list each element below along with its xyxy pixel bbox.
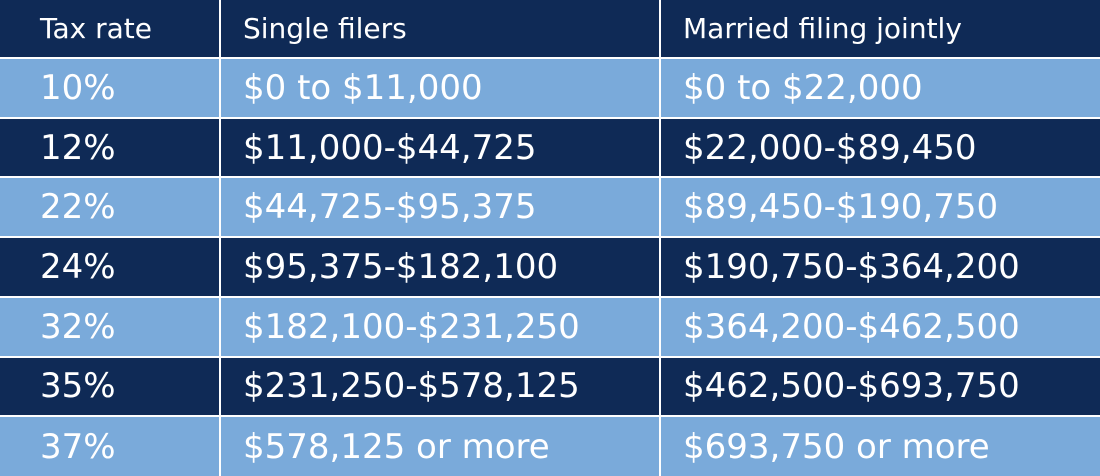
table-row: 12% $11,000-$44,725 $22,000-$89,450 <box>0 116 1100 178</box>
cell-married-jointly: $462,500-$693,750 <box>659 355 1100 417</box>
header-tax-rate: Tax rate <box>0 0 220 58</box>
cell-tax-rate: 10% <box>0 57 220 118</box>
cell-single-filers: $231,250-$578,125 <box>219 355 660 417</box>
table-row: 22% $44,725-$95,375 $89,450-$190,750 <box>0 176 1100 238</box>
cell-single-filers: $95,375-$182,100 <box>219 236 660 297</box>
cell-married-jointly: $22,000-$89,450 <box>659 116 1100 178</box>
cell-married-jointly: $89,450-$190,750 <box>659 176 1100 238</box>
cell-tax-rate: 35% <box>0 355 220 417</box>
cell-tax-rate: 24% <box>0 236 220 297</box>
table-row: 32% $182,100-$231,250 $364,200-$462,500 <box>0 295 1100 357</box>
cell-married-jointly: $0 to $22,000 <box>659 57 1100 118</box>
table-body: 10% $0 to $11,000 $0 to $22,000 12% $11,… <box>0 57 1100 476</box>
table-header: Tax rate Single filers Married filing jo… <box>0 0 1100 58</box>
table-row: 24% $95,375-$182,100 $190,750-$364,200 <box>0 236 1100 297</box>
cell-tax-rate: 22% <box>0 176 220 238</box>
cell-single-filers: $11,000-$44,725 <box>219 116 660 178</box>
cell-tax-rate: 32% <box>0 295 220 357</box>
header-row: Tax rate Single filers Married filing jo… <box>0 0 1100 58</box>
cell-single-filers: $182,100-$231,250 <box>219 295 660 357</box>
cell-married-jointly: $190,750-$364,200 <box>659 236 1100 297</box>
cell-tax-rate: 12% <box>0 116 220 178</box>
header-single-filers: Single filers <box>219 0 660 58</box>
cell-married-jointly: $693,750 or more <box>659 415 1100 476</box>
table-row: 35% $231,250-$578,125 $462,500-$693,750 <box>0 355 1100 417</box>
cell-single-filers: $578,125 or more <box>219 415 660 476</box>
table-row: 10% $0 to $11,000 $0 to $22,000 <box>0 57 1100 118</box>
table-row: 37% $578,125 or more $693,750 or more <box>0 415 1100 476</box>
cell-tax-rate: 37% <box>0 415 220 476</box>
header-married-filing-jointly: Married filing jointly <box>659 0 1100 58</box>
cell-married-jointly: $364,200-$462,500 <box>659 295 1100 357</box>
cell-single-filers: $0 to $11,000 <box>219 57 660 118</box>
cell-single-filers: $44,725-$95,375 <box>219 176 660 238</box>
